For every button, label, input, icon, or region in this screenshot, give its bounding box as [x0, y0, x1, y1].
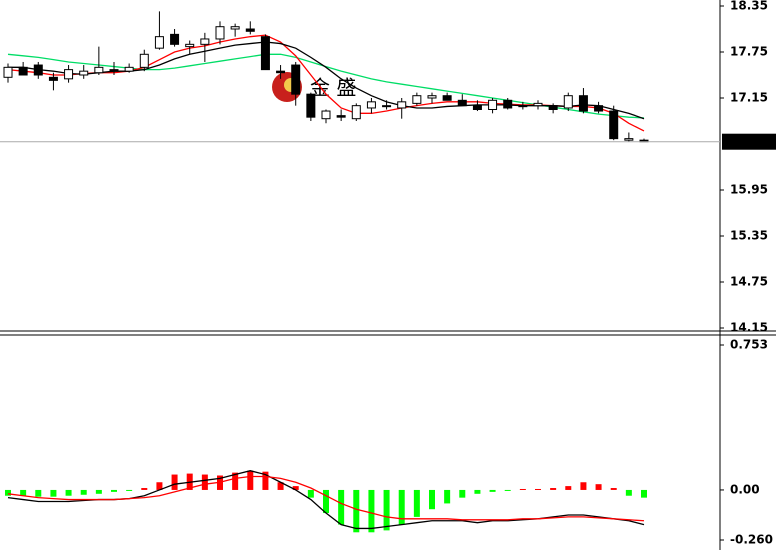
candle-body: [230, 26, 240, 30]
candle-body: [260, 36, 270, 71]
histogram-bar: [277, 482, 284, 490]
candle-body: [200, 38, 210, 45]
watermark: 金 盛: [310, 76, 356, 100]
candle-body: [442, 95, 452, 101]
histogram-bar: [232, 472, 239, 490]
histogram-bar: [80, 489, 87, 495]
histogram-bar: [156, 482, 163, 490]
candle-body: [548, 105, 558, 110]
candle-body: [185, 43, 195, 48]
histogram-bar: [50, 489, 57, 497]
histogram-bar: [565, 486, 572, 490]
histogram-bar: [262, 471, 269, 490]
last-price-box: [722, 133, 776, 150]
histogram-bar: [504, 489, 511, 491]
candle-body: [33, 64, 43, 76]
y-tick-label: 15.95: [730, 183, 768, 197]
histogram-bar: [595, 484, 602, 490]
candle-body: [18, 66, 28, 76]
histogram-bar: [398, 489, 405, 525]
y-tick-label: 17.15: [730, 91, 768, 105]
candle-body: [321, 110, 331, 120]
histogram-bar: [489, 489, 496, 492]
candle-body: [457, 99, 467, 107]
candle-body: [594, 105, 604, 112]
histogram-bar: [111, 489, 117, 492]
histogram-bar: [171, 474, 178, 490]
histogram-bar: [641, 489, 647, 498]
indicator-line: [7, 475, 645, 522]
candle-body: [215, 26, 225, 40]
y-tick-label: 0.753: [730, 338, 768, 352]
candle-body: [533, 102, 543, 107]
y-tick-label: 15.35: [730, 229, 768, 243]
candle-body: [472, 105, 482, 110]
y-tick-label: 18.35: [730, 0, 768, 13]
histogram-bar: [323, 489, 329, 514]
candle-body: [79, 70, 89, 76]
candle-body: [412, 95, 422, 104]
candle-body: [351, 105, 361, 120]
histogram-bar: [383, 489, 390, 531]
candle-body: [336, 115, 346, 118]
histogram-bar: [35, 489, 42, 497]
candle-body: [94, 66, 104, 74]
histogram-bar: [580, 482, 587, 490]
histogram-bar: [95, 489, 102, 494]
candle-body: [48, 76, 58, 81]
candle-body: [3, 66, 13, 78]
candle-body: [609, 110, 619, 140]
candle-body: [382, 105, 392, 108]
histogram-bar: [65, 489, 72, 496]
candle-body: [109, 69, 119, 72]
histogram-bar: [368, 489, 375, 533]
candle-body: [170, 33, 180, 45]
histogram-bar: [292, 486, 299, 490]
candle-body: [276, 70, 286, 74]
y-tick-label: 14.75: [730, 275, 768, 289]
histogram-bar: [550, 488, 557, 490]
histogram-bar: [429, 489, 435, 510]
candle-body: [64, 69, 74, 80]
candle-body: [624, 138, 634, 141]
candle-body: [139, 53, 149, 68]
histogram-bar: [459, 489, 466, 498]
histogram-bar: [201, 474, 208, 490]
candle-body: [124, 66, 134, 72]
y-tick-label: 14.15: [730, 321, 768, 335]
histogram-bar: [307, 489, 314, 498]
histogram-bar: [141, 488, 148, 490]
candle-body: [427, 95, 437, 99]
last-price-label: 16.58: [730, 134, 768, 148]
histogram-bar: [20, 489, 27, 496]
candle-body: [503, 99, 513, 109]
histogram-bar: [353, 489, 360, 533]
histogram-bar: [338, 489, 345, 525]
candle-body: [306, 93, 316, 118]
candle-body: [518, 105, 528, 108]
histogram-bar: [413, 489, 420, 517]
candle-body: [578, 95, 588, 112]
candle-body: [154, 36, 164, 49]
histogram-bar: [519, 488, 526, 490]
candle-body: [563, 95, 573, 109]
candle-body: [291, 64, 301, 95]
histogram-bar: [247, 470, 254, 490]
histogram-bar: [5, 489, 11, 496]
histogram-bar: [444, 489, 451, 504]
candle-body: [488, 99, 498, 111]
histogram-bar: [535, 488, 541, 490]
histogram-bar: [610, 488, 617, 490]
y-tick-label: -0.260: [730, 533, 773, 547]
candle-body: [366, 101, 376, 109]
histogram-bar: [625, 489, 632, 496]
candle-body: [245, 28, 255, 32]
y-tick-label: 0.00: [730, 482, 760, 496]
candle-body: [397, 101, 407, 109]
histogram-bar: [126, 489, 133, 491]
y-tick-label: 17.75: [730, 45, 768, 59]
histogram-bar: [474, 489, 481, 494]
